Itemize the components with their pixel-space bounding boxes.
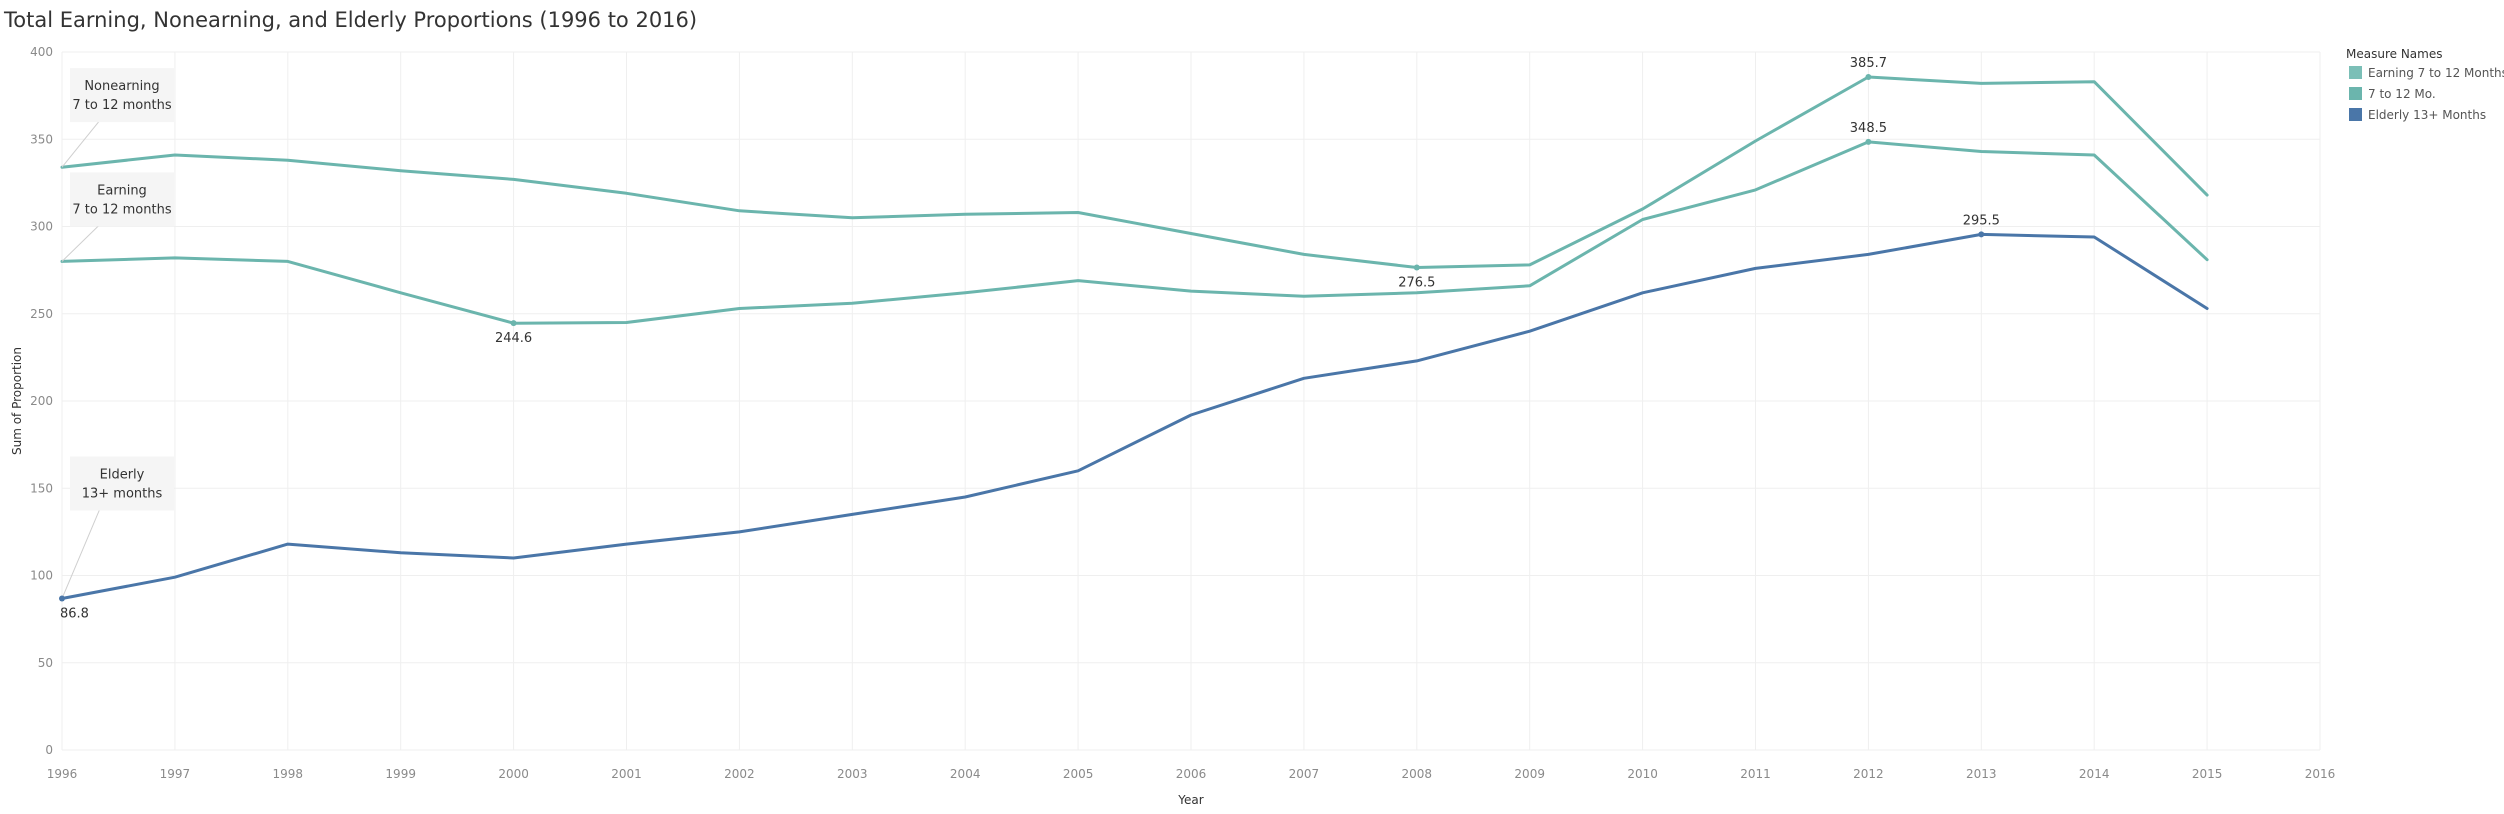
y-axis-title: Sum of Proportion xyxy=(10,347,24,455)
data-point-marker[interactable] xyxy=(1978,231,1985,238)
data-point-marker[interactable] xyxy=(1865,73,1872,80)
data-point-marker[interactable] xyxy=(510,320,517,327)
y-tick-label: 50 xyxy=(38,656,53,670)
x-tick-label: 2014 xyxy=(2079,767,2110,781)
y-tick-label: 400 xyxy=(30,45,53,59)
x-tick-label: 2008 xyxy=(1402,767,1433,781)
y-tick-label: 200 xyxy=(30,394,53,408)
data-label: 385.7 xyxy=(1850,56,1887,71)
annotation-text: 7 to 12 months xyxy=(72,202,171,217)
annotation: Earning 7 to 12 months xyxy=(61,172,174,262)
x-tick-label: 2012 xyxy=(1853,767,1884,781)
chart-title: Total Earning, Nonearning, and Elderly P… xyxy=(4,8,698,32)
x-tick-label: 2016 xyxy=(2305,767,2336,781)
x-tick-label: 2011 xyxy=(1740,767,1771,781)
data-point-marker[interactable] xyxy=(1865,138,1872,145)
data-label: 295.5 xyxy=(1963,213,2000,228)
x-axis-ticks: 1996 1997 1998 1999 2000 2001 2002 2003 2004 2005… xyxy=(47,767,2336,781)
x-tick-label: 2013 xyxy=(1966,767,1997,781)
annotation-box xyxy=(70,172,174,227)
series-lines xyxy=(60,75,2209,600)
x-tick-label: 2001 xyxy=(611,767,642,781)
x-tick-label: 2005 xyxy=(1063,767,1094,781)
annotation-text: Elderly xyxy=(100,468,145,483)
x-tick-label: 1997 xyxy=(160,767,191,781)
x-tick-label: 2010 xyxy=(1627,767,1658,781)
data-label: 244.6 xyxy=(495,331,532,346)
y-tick-label: 250 xyxy=(30,307,53,321)
y-tick-label: 150 xyxy=(30,481,53,495)
data-point-marker[interactable] xyxy=(1413,264,1420,271)
x-tick-label: 2009 xyxy=(1514,767,1545,781)
y-tick-label: 300 xyxy=(30,220,53,234)
y-tick-label: 100 xyxy=(30,569,53,583)
x-tick-label: 1999 xyxy=(385,767,416,781)
legend-item-label[interactable]: Elderly 13+ Months xyxy=(2368,108,2486,122)
annotations: Nonearning 7 to 12 months Earning 7 to 12 m… xyxy=(61,68,174,599)
annotation: Elderly 13+ months xyxy=(61,456,174,599)
x-tick-label: 2002 xyxy=(724,767,755,781)
annotation-text: 7 to 12 months xyxy=(72,98,171,113)
x-tick-label: 2007 xyxy=(1289,767,1320,781)
annotation-leader-line xyxy=(61,119,101,168)
series-line-1[interactable] xyxy=(60,140,2209,325)
annotation-text: 13+ months xyxy=(82,487,163,502)
legend-item-label[interactable]: Earning 7 to 12 Months xyxy=(2368,66,2504,80)
y-tick-label: 0 xyxy=(45,743,53,757)
legend-swatch[interactable] xyxy=(2349,66,2362,79)
x-tick-label: 1996 xyxy=(47,767,78,781)
y-axis-ticks: 0 50 100 150 200 250 300 350 400 xyxy=(30,45,53,757)
legend[interactable]: Measure Names Earning 7 to 12 Months 7 to… xyxy=(2346,47,2504,122)
x-tick-label: 2004 xyxy=(950,767,981,781)
series-line-0[interactable] xyxy=(60,75,2209,269)
annotation-box xyxy=(70,68,174,123)
legend-item-label[interactable]: 7 to 12 Mo. xyxy=(2368,87,2436,101)
data-label: 86.8 xyxy=(60,607,89,622)
data-label: 348.5 xyxy=(1850,121,1887,136)
annotation-text: Earning xyxy=(97,183,147,198)
x-tick-label: 1998 xyxy=(273,767,304,781)
gridlines xyxy=(61,51,2321,751)
data-point-marker[interactable] xyxy=(59,595,65,602)
series-line-2[interactable] xyxy=(60,232,2209,600)
annotation-box xyxy=(70,456,174,511)
x-tick-label: 2015 xyxy=(2192,767,2223,781)
annotation: Nonearning 7 to 12 months xyxy=(61,68,174,168)
x-axis-title: Year xyxy=(1177,793,1203,807)
x-tick-label: 2000 xyxy=(498,767,529,781)
data-labels: 385.7 276.5 348.5 244.6 295.5 86.8 xyxy=(59,56,2000,622)
legend-swatch[interactable] xyxy=(2349,87,2362,100)
annotation-text: Nonearning xyxy=(84,79,159,94)
legend-swatch[interactable] xyxy=(2349,108,2362,121)
x-tick-label: 2006 xyxy=(1176,767,1207,781)
legend-title: Measure Names xyxy=(2346,47,2442,61)
annotation-leader-line xyxy=(61,224,101,262)
annotation-leader-line xyxy=(61,508,101,599)
data-label: 276.5 xyxy=(1398,276,1435,291)
x-tick-label: 2003 xyxy=(837,767,868,781)
y-tick-label: 350 xyxy=(30,132,53,146)
